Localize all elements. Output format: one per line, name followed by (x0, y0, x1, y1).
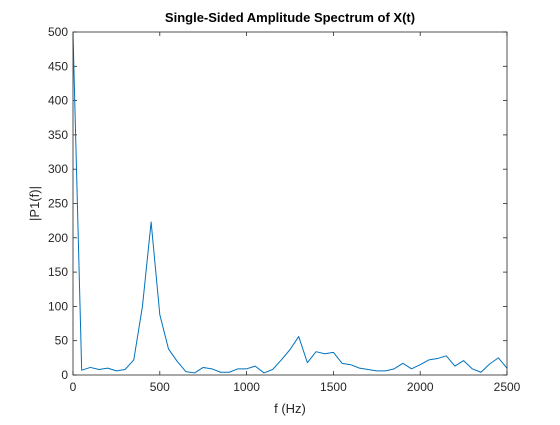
x-tick-label: 2500 (494, 380, 521, 394)
y-tick-label: 100 (48, 299, 68, 313)
x-tick-label: 1000 (233, 380, 260, 394)
chart-title: Single-Sided Amplitude Spectrum of X(t) (165, 10, 415, 25)
y-tick-label: 500 (48, 25, 68, 39)
x-tick-label: 1500 (320, 380, 347, 394)
y-tick-label: 50 (55, 334, 69, 348)
x-tick-label: 0 (70, 380, 77, 394)
y-tick-label: 400 (48, 94, 68, 108)
y-tick-label: 300 (48, 162, 68, 176)
y-tick-label: 150 (48, 265, 68, 279)
x-axis-label: f (Hz) (274, 401, 306, 416)
y-tick-label: 350 (48, 128, 68, 142)
plot-area (73, 32, 507, 375)
y-axis-label: |P1(f)| (27, 186, 42, 221)
y-tick-label: 0 (61, 368, 68, 382)
x-axis: 0 500 1000 1500 2000 2500 (70, 32, 521, 394)
x-tick-label: 500 (150, 380, 170, 394)
y-tick-label: 250 (48, 197, 68, 211)
series-line (72, 33, 508, 374)
x-tick-label: 2000 (407, 380, 434, 394)
y-axis: 0 50 100 150 200 250 300 350 400 450 500 (48, 25, 507, 382)
y-tick-label: 450 (48, 59, 68, 73)
y-tick-label: 200 (48, 231, 68, 245)
axes-box (72, 31, 508, 376)
